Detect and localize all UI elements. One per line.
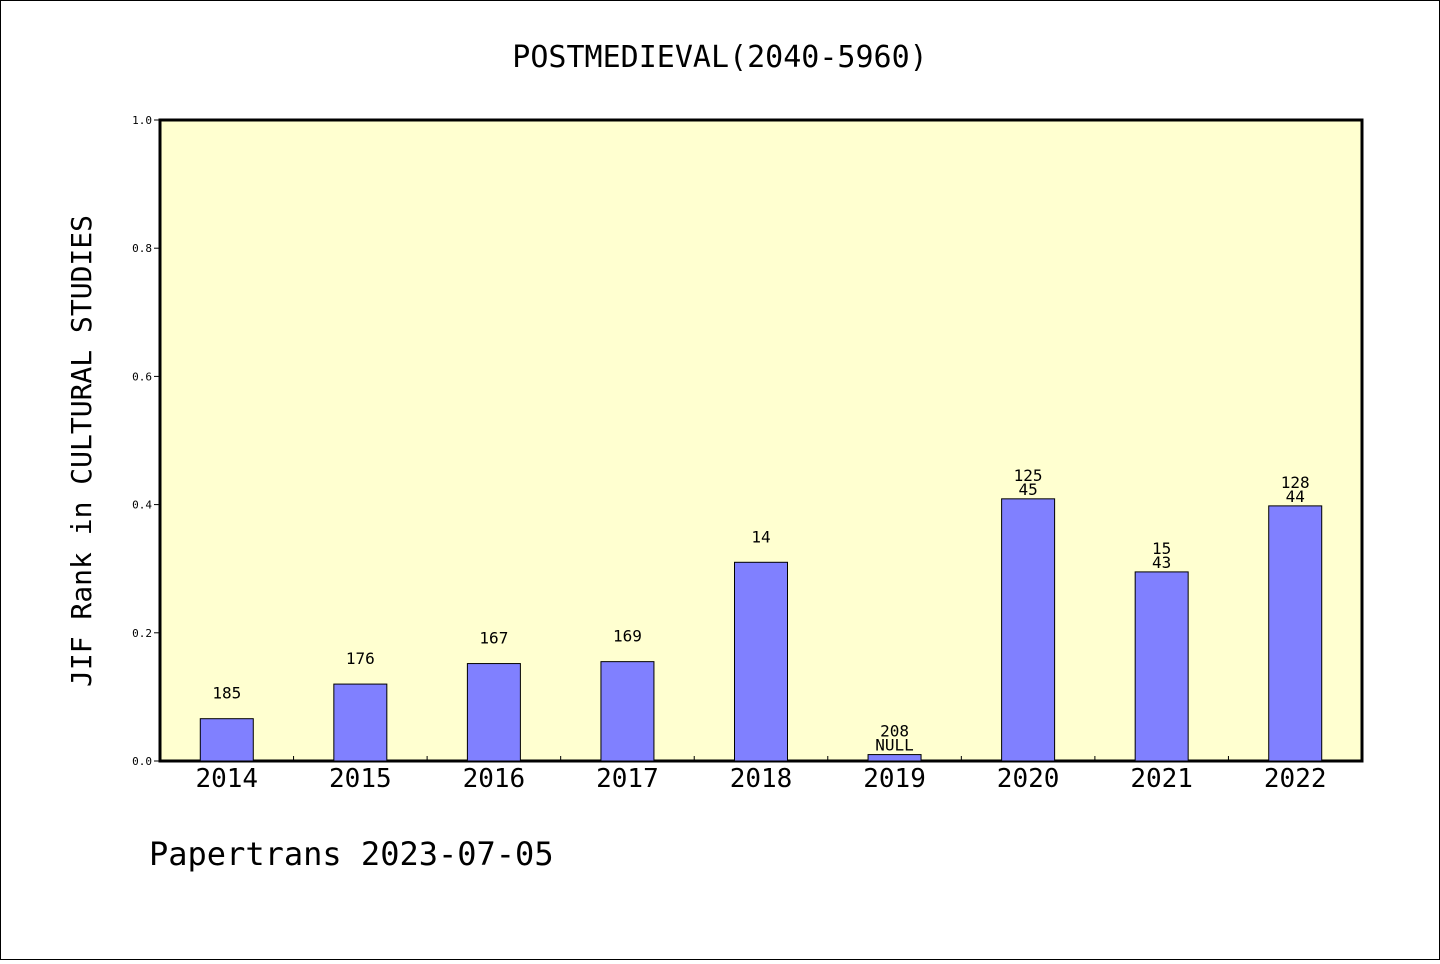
- x-tick-label: 2016: [463, 764, 526, 794]
- bar: [734, 561, 788, 762]
- bar: [1268, 505, 1323, 762]
- y-axis-label: JIF Rank in CULTURAL STUDIES: [65, 215, 98, 687]
- x-tick-label: 2021: [1130, 764, 1193, 794]
- bar: [466, 663, 521, 762]
- y-tick-label: 0.8: [132, 242, 152, 255]
- x-tick-label: 2014: [195, 764, 258, 794]
- bar-data-label: 44: [1286, 487, 1305, 506]
- x-tick-label: 2019: [863, 764, 926, 794]
- bar: [333, 683, 388, 762]
- bars: [199, 498, 1323, 762]
- y-axis: 0.0 0.2 0.4 0.6 0.8 1.0: [132, 114, 160, 768]
- x-tick-label: 2022: [1264, 764, 1327, 794]
- bar: [199, 718, 254, 762]
- bar-data-label: 167: [479, 629, 508, 648]
- bar-data-label: 208: [880, 722, 909, 741]
- x-tick-label: 2017: [596, 764, 659, 794]
- bar-data-label: 15: [1152, 539, 1171, 558]
- bar-data-label: 128: [1281, 473, 1310, 492]
- bar-data-label: 43: [1152, 553, 1171, 572]
- y-tick-label: 1.0: [132, 114, 152, 127]
- bar-data-label: NULL: [875, 736, 914, 755]
- x-tick-label: 2015: [329, 764, 392, 794]
- bar-data-label: 125: [1014, 466, 1043, 485]
- x-tick-label: 2018: [730, 764, 793, 794]
- chart-title: POSTMEDIEVAL(2040-5960): [512, 40, 927, 75]
- bar: [867, 754, 922, 762]
- y-tick-label: 0.2: [132, 627, 152, 640]
- y-tick-label: 0.0: [132, 755, 152, 768]
- x-tick-label: 2020: [997, 764, 1060, 794]
- bar-data-label: 14: [751, 527, 770, 546]
- bar-data-label: 185: [212, 684, 241, 703]
- bar-data-label: 176: [346, 649, 375, 668]
- y-tick-label: 0.4: [132, 499, 152, 512]
- y-tick-label: 0.6: [132, 370, 152, 383]
- bar: [1134, 571, 1189, 762]
- x-axis: 2014 2015 2016 2017 2018 2019 2020 2021 2022: [195, 756, 1327, 794]
- bar-data-label: 169: [613, 627, 642, 646]
- bar: [1001, 498, 1056, 762]
- bar: [600, 661, 655, 762]
- footer-text: Papertrans 2023-07-05: [149, 835, 554, 873]
- bar-data-label: 45: [1018, 480, 1037, 499]
